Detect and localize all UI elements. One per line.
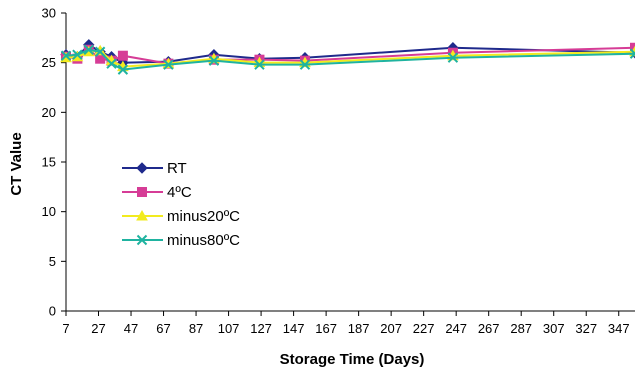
x-tick-label: 247 bbox=[445, 321, 467, 336]
legend-label: RT bbox=[167, 160, 187, 177]
y-tick-label: 25 bbox=[42, 55, 56, 70]
legend-swatch-marker bbox=[137, 187, 147, 197]
x-tick-label: 7 bbox=[62, 321, 69, 336]
x-tick-label: 127 bbox=[250, 321, 272, 336]
data-point bbox=[447, 52, 459, 63]
x-tick-label: 207 bbox=[380, 321, 402, 336]
x-tick-label: 27 bbox=[91, 321, 105, 336]
legend-swatch-marker bbox=[136, 234, 148, 246]
x-tick-label: 287 bbox=[510, 321, 532, 336]
data-point bbox=[117, 64, 129, 75]
legend-item-rt: RT bbox=[122, 160, 187, 177]
data-point bbox=[254, 59, 265, 70]
data-point bbox=[208, 55, 220, 66]
series-layer bbox=[60, 39, 635, 75]
data-point bbox=[163, 59, 174, 70]
legend-swatch-marker bbox=[136, 162, 148, 174]
data-point bbox=[106, 58, 117, 69]
y-tick-label: 30 bbox=[42, 6, 56, 21]
legend-label: 4ºC bbox=[167, 184, 192, 201]
y-tick-label: 15 bbox=[42, 155, 56, 170]
x-tick-label: 307 bbox=[543, 321, 565, 336]
x-tick-label: 107 bbox=[218, 321, 240, 336]
x-tick-label: 87 bbox=[189, 321, 203, 336]
data-point bbox=[60, 50, 72, 61]
x-tick-label: 327 bbox=[575, 321, 597, 336]
y-axis-ticks: 0 5 10 15 20 25 30 bbox=[42, 6, 66, 319]
x-tick-label: 167 bbox=[315, 321, 337, 336]
y-tick-label: 5 bbox=[49, 254, 56, 269]
x-tick-label: 147 bbox=[283, 321, 305, 336]
x-tick-label: 347 bbox=[608, 321, 630, 336]
legend-item-4-c: 4ºC bbox=[122, 184, 192, 201]
legend-item-minus20-c: minus20ºC bbox=[122, 208, 240, 225]
data-point bbox=[299, 59, 311, 70]
legend-item-minus80-c: minus80ºC bbox=[122, 232, 240, 249]
data-point bbox=[117, 50, 128, 61]
legend-label: minus20ºC bbox=[167, 208, 240, 225]
legend-swatch-marker bbox=[136, 209, 148, 221]
x-axis-ticks: 7 27 47 67 87 107 127 147 167 187 207 227 247 267 287 3… bbox=[62, 311, 630, 336]
data-point bbox=[94, 46, 106, 57]
data-point bbox=[629, 48, 635, 59]
y-tick-label: 0 bbox=[49, 304, 56, 319]
x-tick-label: 187 bbox=[348, 321, 370, 336]
x-tick-label: 67 bbox=[156, 321, 170, 336]
x-tick-label: 227 bbox=[413, 321, 435, 336]
y-tick-label: 20 bbox=[42, 105, 56, 120]
data-point bbox=[630, 42, 635, 53]
data-point bbox=[72, 49, 83, 60]
y-axis-title: CT Value bbox=[8, 132, 25, 195]
x-tick-label: 47 bbox=[124, 321, 138, 336]
series-minus80-c bbox=[60, 44, 635, 75]
y-tick-label: 10 bbox=[42, 204, 56, 219]
data-point bbox=[83, 44, 94, 55]
x-tick-label: 267 bbox=[478, 321, 500, 336]
x-axis-title: Storage Time (Days) bbox=[280, 351, 425, 368]
legend: RT 4ºC minus20ºC minus80ºC bbox=[122, 160, 240, 249]
legend-label: minus80ºC bbox=[167, 232, 240, 249]
